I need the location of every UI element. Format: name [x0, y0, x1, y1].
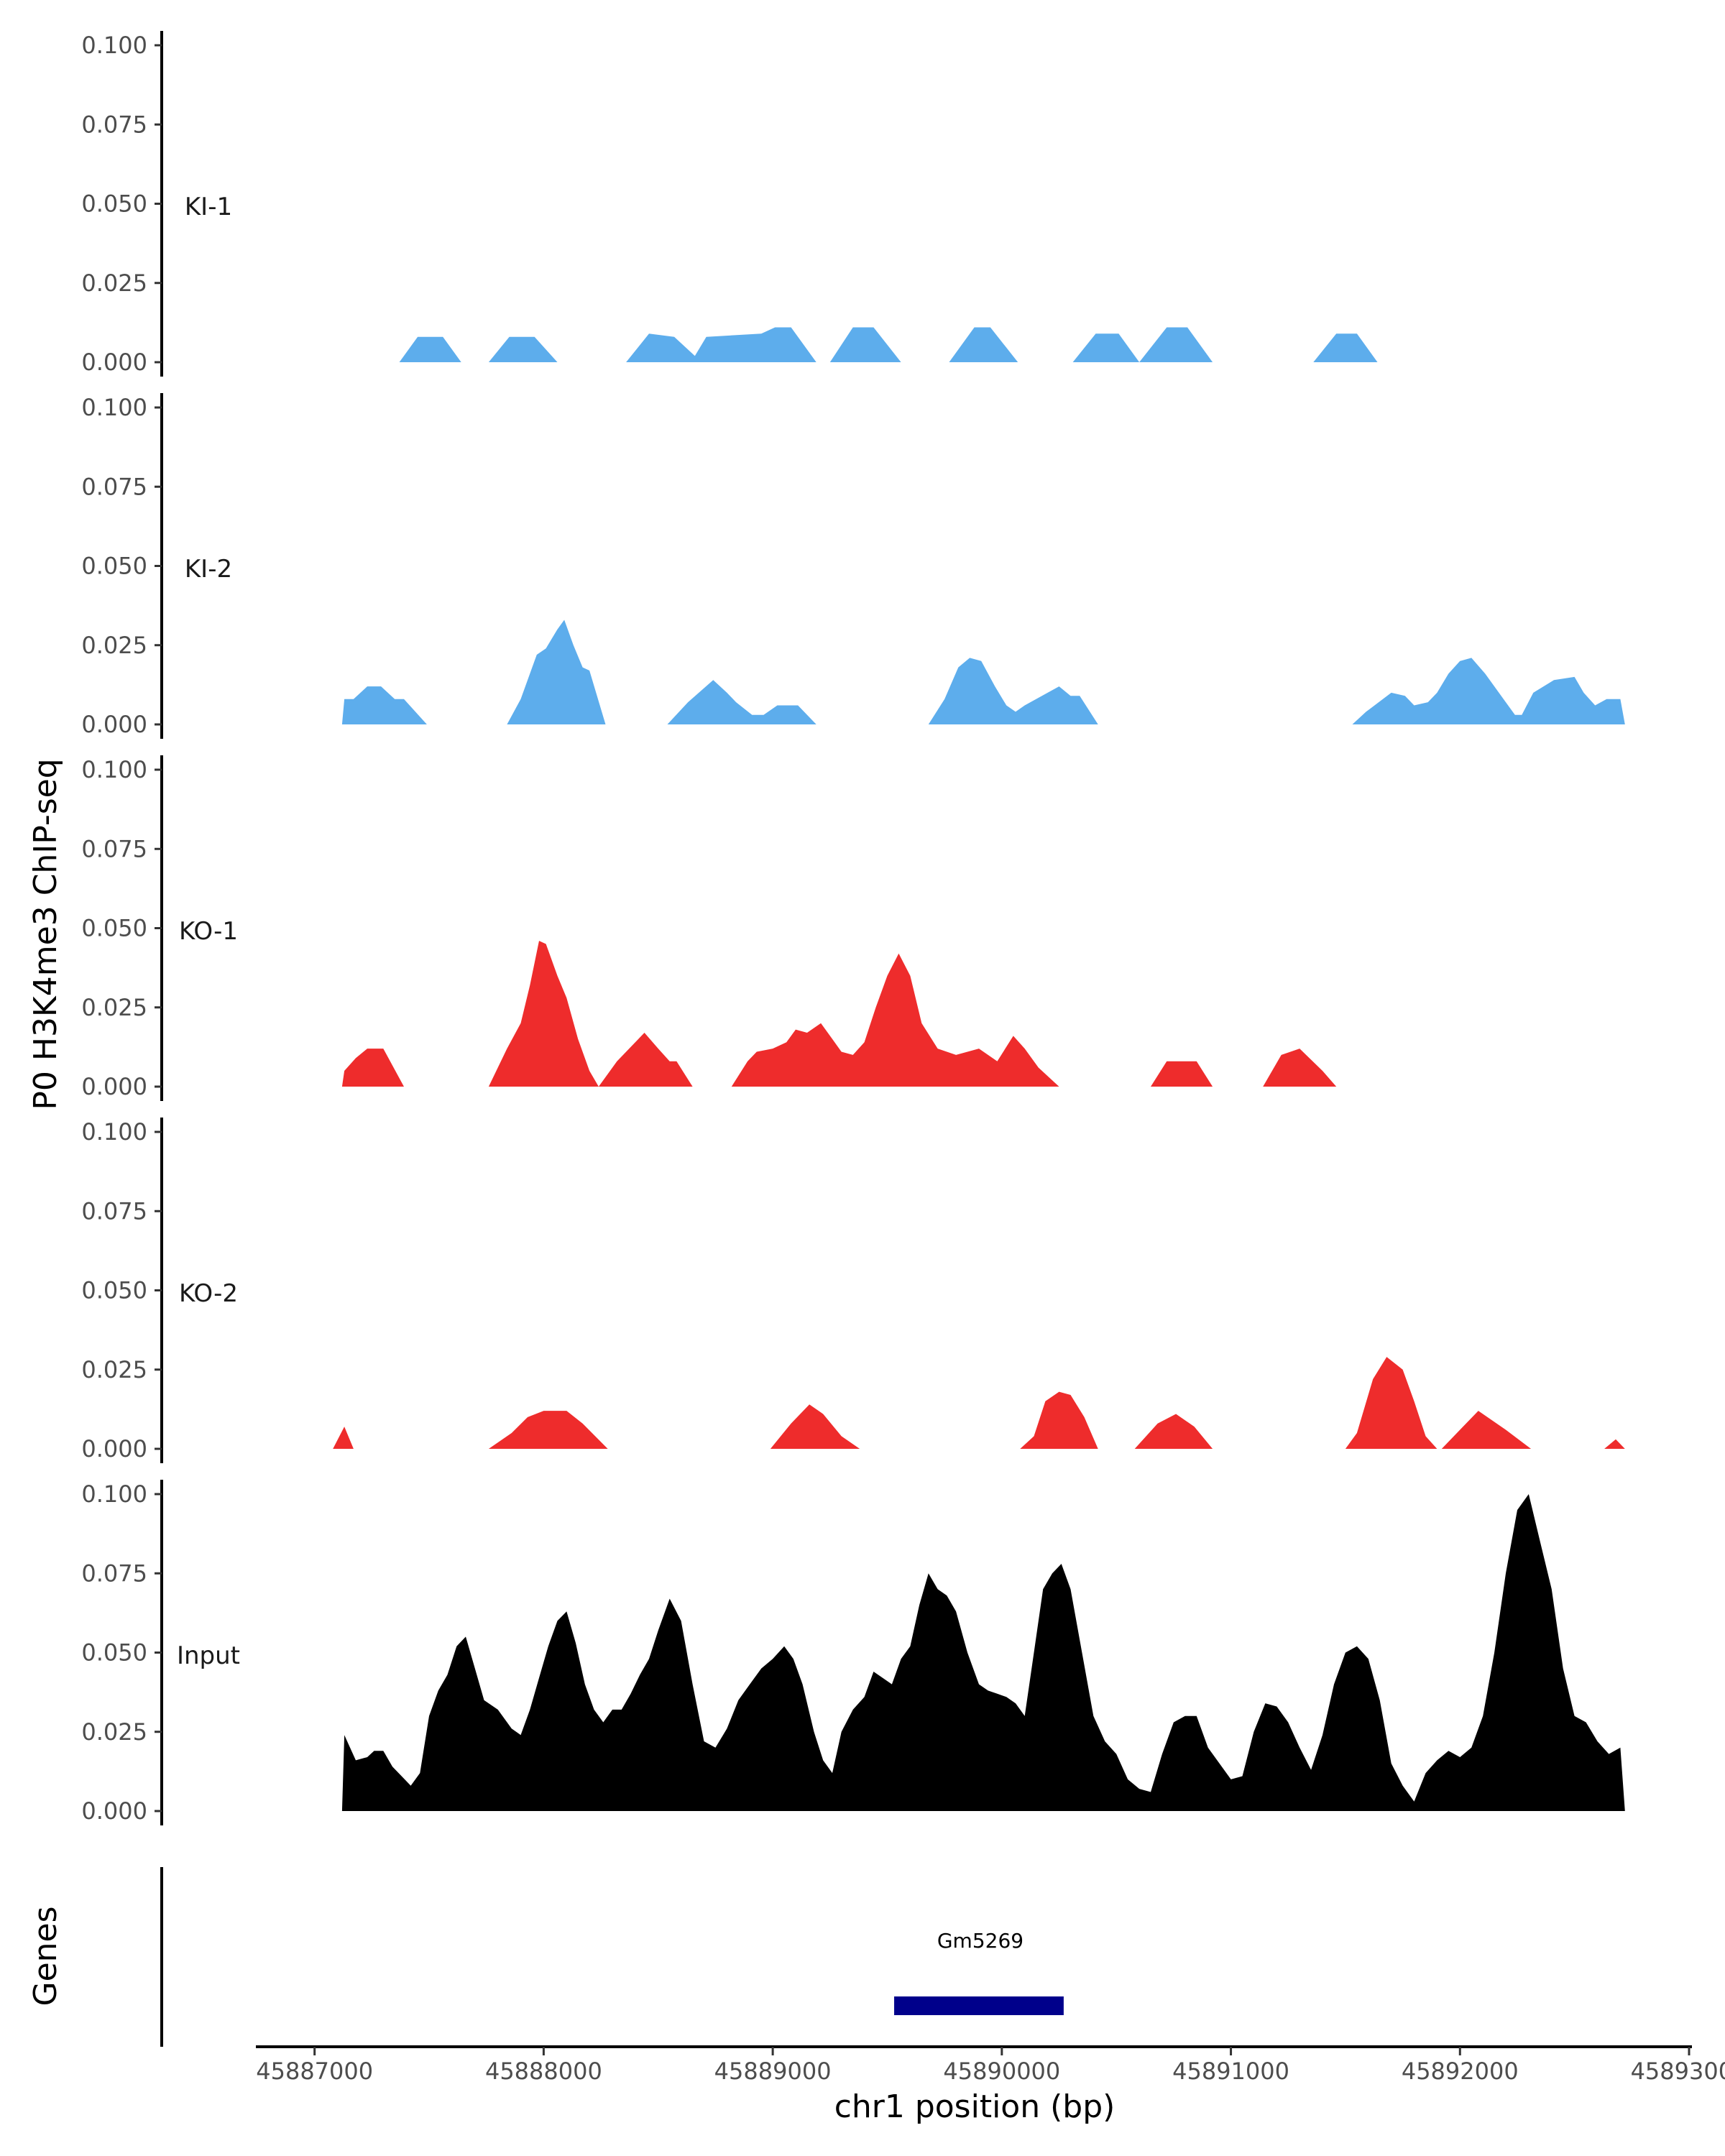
y-tick-label: 0.025	[81, 1356, 147, 1383]
genes-panel: Gm5269	[160, 1867, 1064, 2047]
y-tick-label: 0.075	[81, 473, 147, 500]
x-axis-title: chr1 position (bp)	[834, 2088, 1116, 2125]
y-tick-label: 0.025	[81, 632, 147, 659]
x-tick-label: 45892000	[1402, 2058, 1519, 2085]
y-tick-label: 0.025	[81, 994, 147, 1021]
track-ki-2: 0.000 0.025 0.050 0.075 0.100 KI-2	[81, 393, 1625, 739]
x-tick-label: 45889000	[714, 2058, 832, 2085]
y-tick-label: 0.000	[81, 711, 147, 738]
y-tick-label: 0.025	[81, 1718, 147, 1746]
track-label: KI-2	[185, 555, 232, 584]
x-tick-label: 45891000	[1172, 2058, 1289, 2085]
y-tick-label: 0.025	[81, 270, 147, 297]
x-tick-label: 45893000	[1631, 2058, 1725, 2085]
y-tick-label: 0.075	[81, 1560, 147, 1587]
genes-axis-title: Genes	[27, 1906, 64, 2006]
y-tick-label: 0.100	[81, 1118, 147, 1146]
x-tick-label: 45890000	[943, 2058, 1060, 2085]
track-label: KO-1	[179, 917, 238, 946]
x-tick-label: 45888000	[485, 2058, 602, 2085]
y-tick-label: 0.050	[81, 915, 147, 942]
track-ko-1: 0.000 0.025 0.050 0.075 0.100 KO-1	[81, 755, 1337, 1101]
track-ko-2: 0.000 0.025 0.050 0.075 0.100 KO-2	[81, 1118, 1625, 1463]
tracks-layer: 0.0000.0250.0500.0750.100KI-10.0000.0250…	[81, 31, 1625, 1825]
y-axis-title: P0 H3K4me3 ChIP-seq	[27, 758, 64, 1110]
y-tick-label: 0.100	[81, 32, 147, 59]
y-tick-label: 0.000	[81, 1797, 147, 1825]
x-axis: 45887000 45888000 45889000 45890000 45891000…	[256, 2045, 1725, 2085]
y-tick-label: 0.075	[81, 835, 147, 862]
y-tick-label: 0.050	[81, 190, 147, 218]
x-tick-label: 45887000	[256, 2058, 373, 2085]
y-tick-label: 0.100	[81, 394, 147, 421]
y-tick-label: 0.100	[81, 756, 147, 783]
track-label: KI-1	[185, 193, 232, 221]
y-tick-label: 0.050	[81, 1277, 147, 1304]
track-ki-1: 0.000 0.025 0.050 0.075 0.100 KI-1	[81, 31, 1378, 377]
y-tick-label: 0.000	[81, 1073, 147, 1100]
y-tick-label: 0.050	[81, 553, 147, 580]
y-tick-label: 0.075	[81, 111, 147, 138]
track-input: 0.000 0.025 0.050 0.075 0.100 Input	[81, 1480, 1625, 1825]
track-label: Input	[177, 1641, 240, 1670]
coverage-area-ko-1	[341, 941, 1337, 1087]
coverage-area-ko-2	[333, 1357, 1625, 1449]
gene-label: Gm5269	[937, 1929, 1024, 1953]
y-tick-label: 0.000	[81, 1435, 147, 1462]
track-label: KO-2	[179, 1279, 238, 1308]
coverage-area-ki-2	[341, 619, 1625, 724]
gene-bar	[894, 1996, 1064, 2015]
coverage-area-input	[341, 1494, 1625, 1811]
coverage-area-ki-1	[399, 327, 1378, 362]
y-tick-label: 0.000	[81, 349, 147, 376]
y-tick-label: 0.050	[81, 1639, 147, 1667]
y-tick-label: 0.075	[81, 1197, 147, 1225]
y-tick-label: 0.100	[81, 1480, 147, 1508]
